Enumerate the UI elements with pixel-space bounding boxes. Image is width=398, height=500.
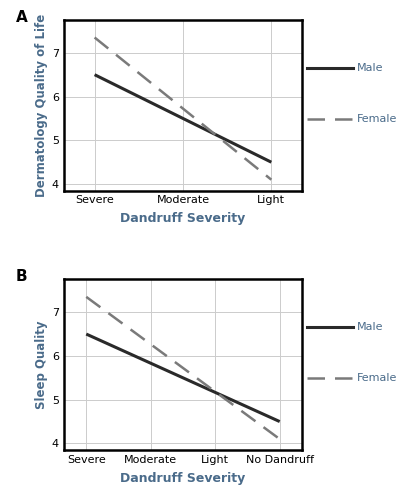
Text: Female: Female: [357, 374, 398, 384]
X-axis label: Dandruff Severity: Dandruff Severity: [120, 472, 246, 485]
Y-axis label: Sleep Quality: Sleep Quality: [35, 320, 47, 409]
Text: Female: Female: [357, 114, 398, 124]
Text: Male: Male: [357, 322, 384, 332]
Text: A: A: [16, 10, 28, 25]
Text: Male: Male: [357, 63, 384, 73]
Y-axis label: Dermatology Quality of Life: Dermatology Quality of Life: [35, 14, 47, 197]
X-axis label: Dandruff Severity: Dandruff Severity: [120, 212, 246, 226]
Text: B: B: [16, 269, 27, 284]
